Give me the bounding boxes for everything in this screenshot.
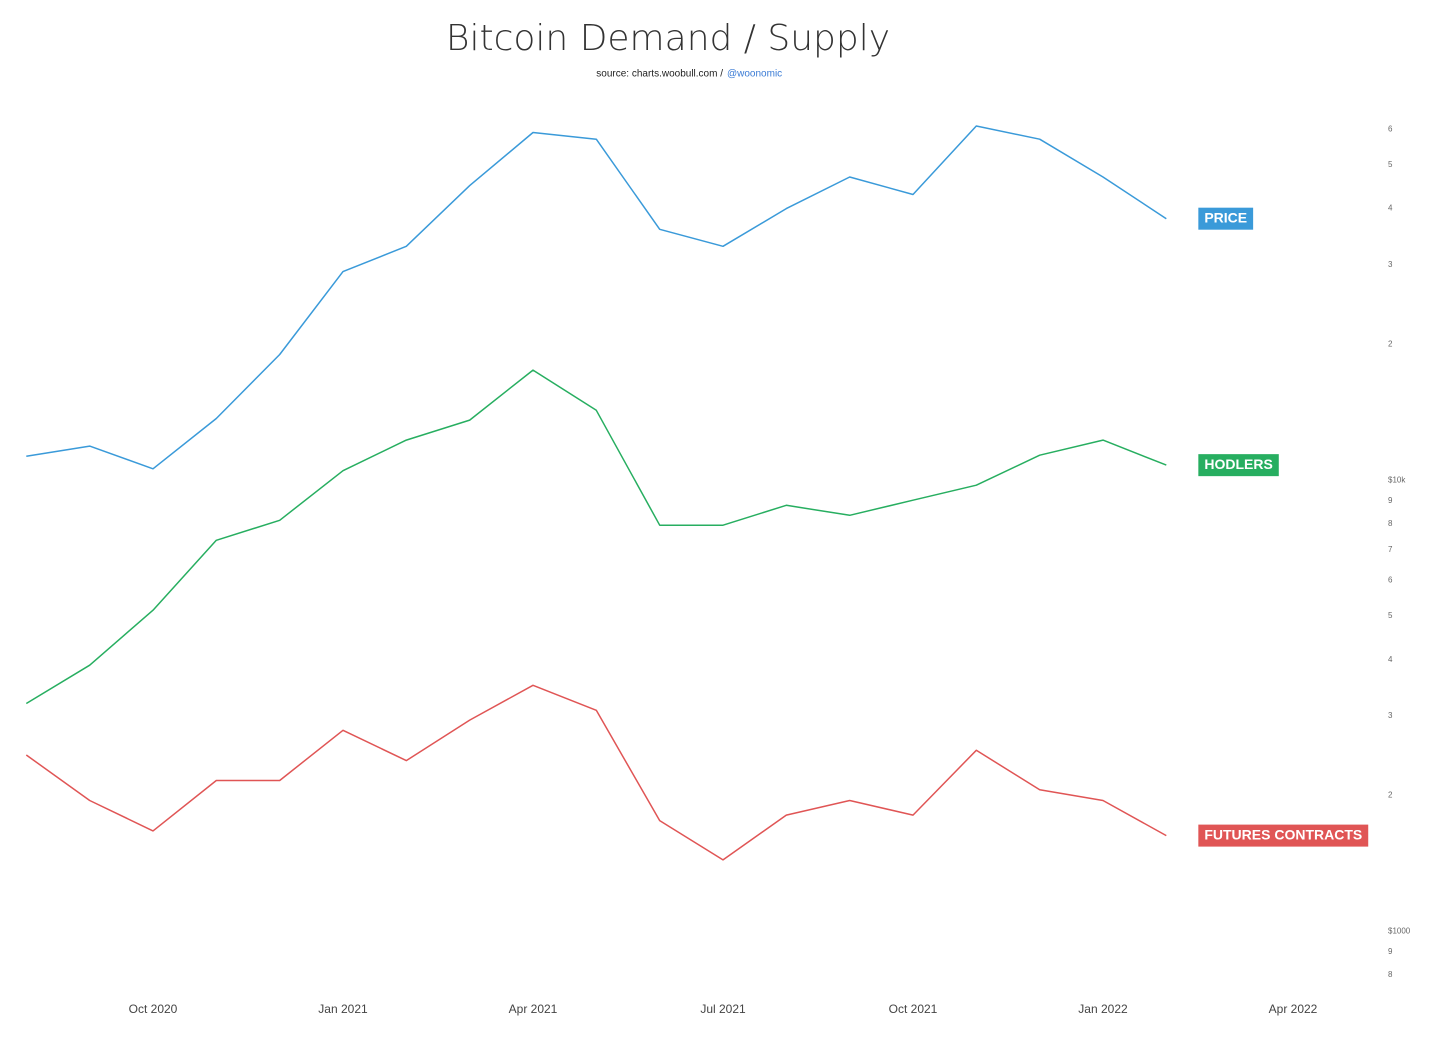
series-label: PRICE	[1198, 207, 1254, 230]
series-label: FUTURES CONTRACTS	[1198, 824, 1369, 847]
x-tick-label: Jan 2021	[318, 1002, 368, 1016]
series-label-text: HODLERS	[1204, 456, 1272, 472]
y-tick-label: $1000	[1388, 926, 1411, 935]
y-tick-label: 2	[1388, 340, 1393, 349]
y-tick-label: 4	[1388, 204, 1393, 213]
chart-subtitle: source: charts.woobull.com /	[596, 69, 723, 80]
y-tick-label: 5	[1388, 160, 1393, 169]
series-line	[25, 369, 1167, 705]
x-tick-label: Jan 2022	[1078, 1002, 1128, 1016]
y-tick-label: 8	[1388, 970, 1393, 979]
y-tick-label: $10k	[1388, 475, 1406, 484]
chart-title: Bitcoin Demand / Supply	[446, 18, 890, 59]
series-label-bg	[1198, 454, 1279, 477]
y-tick-label: 6	[1388, 124, 1393, 133]
series-label-bg	[1198, 824, 1369, 847]
y-tick-label: 5	[1388, 611, 1393, 620]
y-tick-label: 3	[1388, 711, 1393, 720]
y-tick-label: 6	[1388, 575, 1393, 584]
y-tick-label: 9	[1388, 496, 1393, 505]
subtitle-handle: @woonomic	[727, 69, 782, 80]
y-tick-label: 7	[1388, 545, 1393, 554]
y-tick-label: 3	[1388, 260, 1393, 269]
x-tick-label: Oct 2021	[889, 1002, 938, 1016]
x-tick-label: Apr 2021	[509, 1002, 558, 1016]
y-tick-label: 9	[1388, 947, 1393, 956]
series-label-text: FUTURES CONTRACTS	[1204, 826, 1362, 842]
series-label-bg	[1198, 207, 1254, 230]
series-label-text: PRICE	[1204, 209, 1247, 225]
series-line	[25, 684, 1167, 861]
y-tick-label: 4	[1388, 655, 1393, 664]
series-line	[26, 125, 1167, 470]
series-label: HODLERS	[1198, 454, 1279, 477]
y-tick-label: 2	[1388, 791, 1393, 800]
x-tick-label: Apr 2022	[1269, 1002, 1318, 1016]
y-tick-label: 8	[1388, 519, 1393, 528]
x-tick-label: Jul 2021	[700, 1002, 746, 1016]
x-tick-label: Oct 2020	[129, 1002, 178, 1016]
